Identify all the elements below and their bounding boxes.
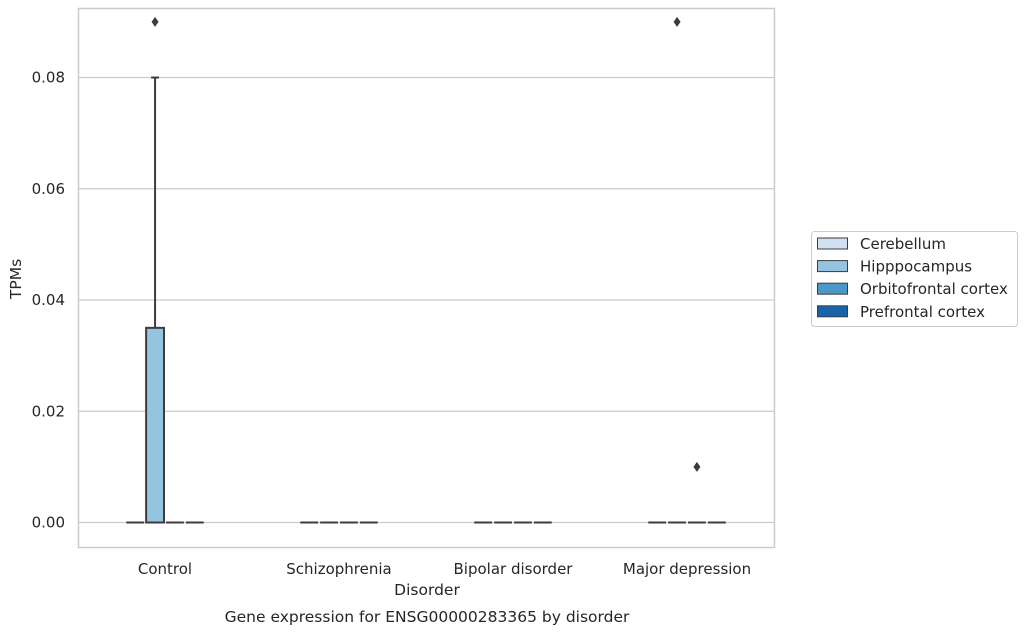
x-tick-label: Schizophrenia (286, 560, 391, 578)
plot-frame (77, 7, 776, 549)
chart-caption: Gene expression for ENSG00000283365 by d… (225, 608, 630, 626)
legend-swatch (817, 260, 848, 273)
box (145, 326, 165, 524)
outlier-point (693, 461, 701, 472)
legend-swatch (817, 237, 848, 250)
legend-box (811, 231, 1018, 327)
x-axis-ticks: Control Schizophrenia Bipolar disorder Majo… (138, 560, 751, 578)
x-axis-label: Disorder (394, 581, 460, 599)
legend-swatch (817, 282, 848, 295)
y-tick-label: 0.02 (32, 402, 65, 420)
outlier-point (151, 16, 159, 27)
x-tick-label: Control (138, 560, 192, 578)
y-tick-label: 0.00 (32, 514, 65, 532)
box-plots (126, 16, 726, 524)
legend: Cerebellum Hipppocampus Orbitofrontal cort… (811, 231, 1018, 327)
legend-label: Orbitofrontal cortex (860, 280, 1008, 298)
x-tick-label: Major depression (623, 560, 751, 578)
legend-swatch (817, 305, 848, 318)
outlier-point (673, 16, 681, 27)
y-axis-label: TPMs (7, 259, 25, 300)
legend-label: Hipppocampus (860, 258, 972, 276)
legend-label: Prefrontal cortex (860, 303, 985, 321)
y-tick-label: 0.06 (32, 180, 65, 198)
y-tick-label: 0.04 (32, 291, 65, 309)
y-tick-label: 0.08 (32, 69, 65, 87)
legend-label: Cerebellum (860, 235, 946, 253)
y-axis-ticks: 0.00 0.02 0.04 0.06 0.08 (32, 69, 65, 532)
grid-lines (78, 76, 774, 524)
x-tick-label: Bipolar disorder (454, 560, 574, 578)
